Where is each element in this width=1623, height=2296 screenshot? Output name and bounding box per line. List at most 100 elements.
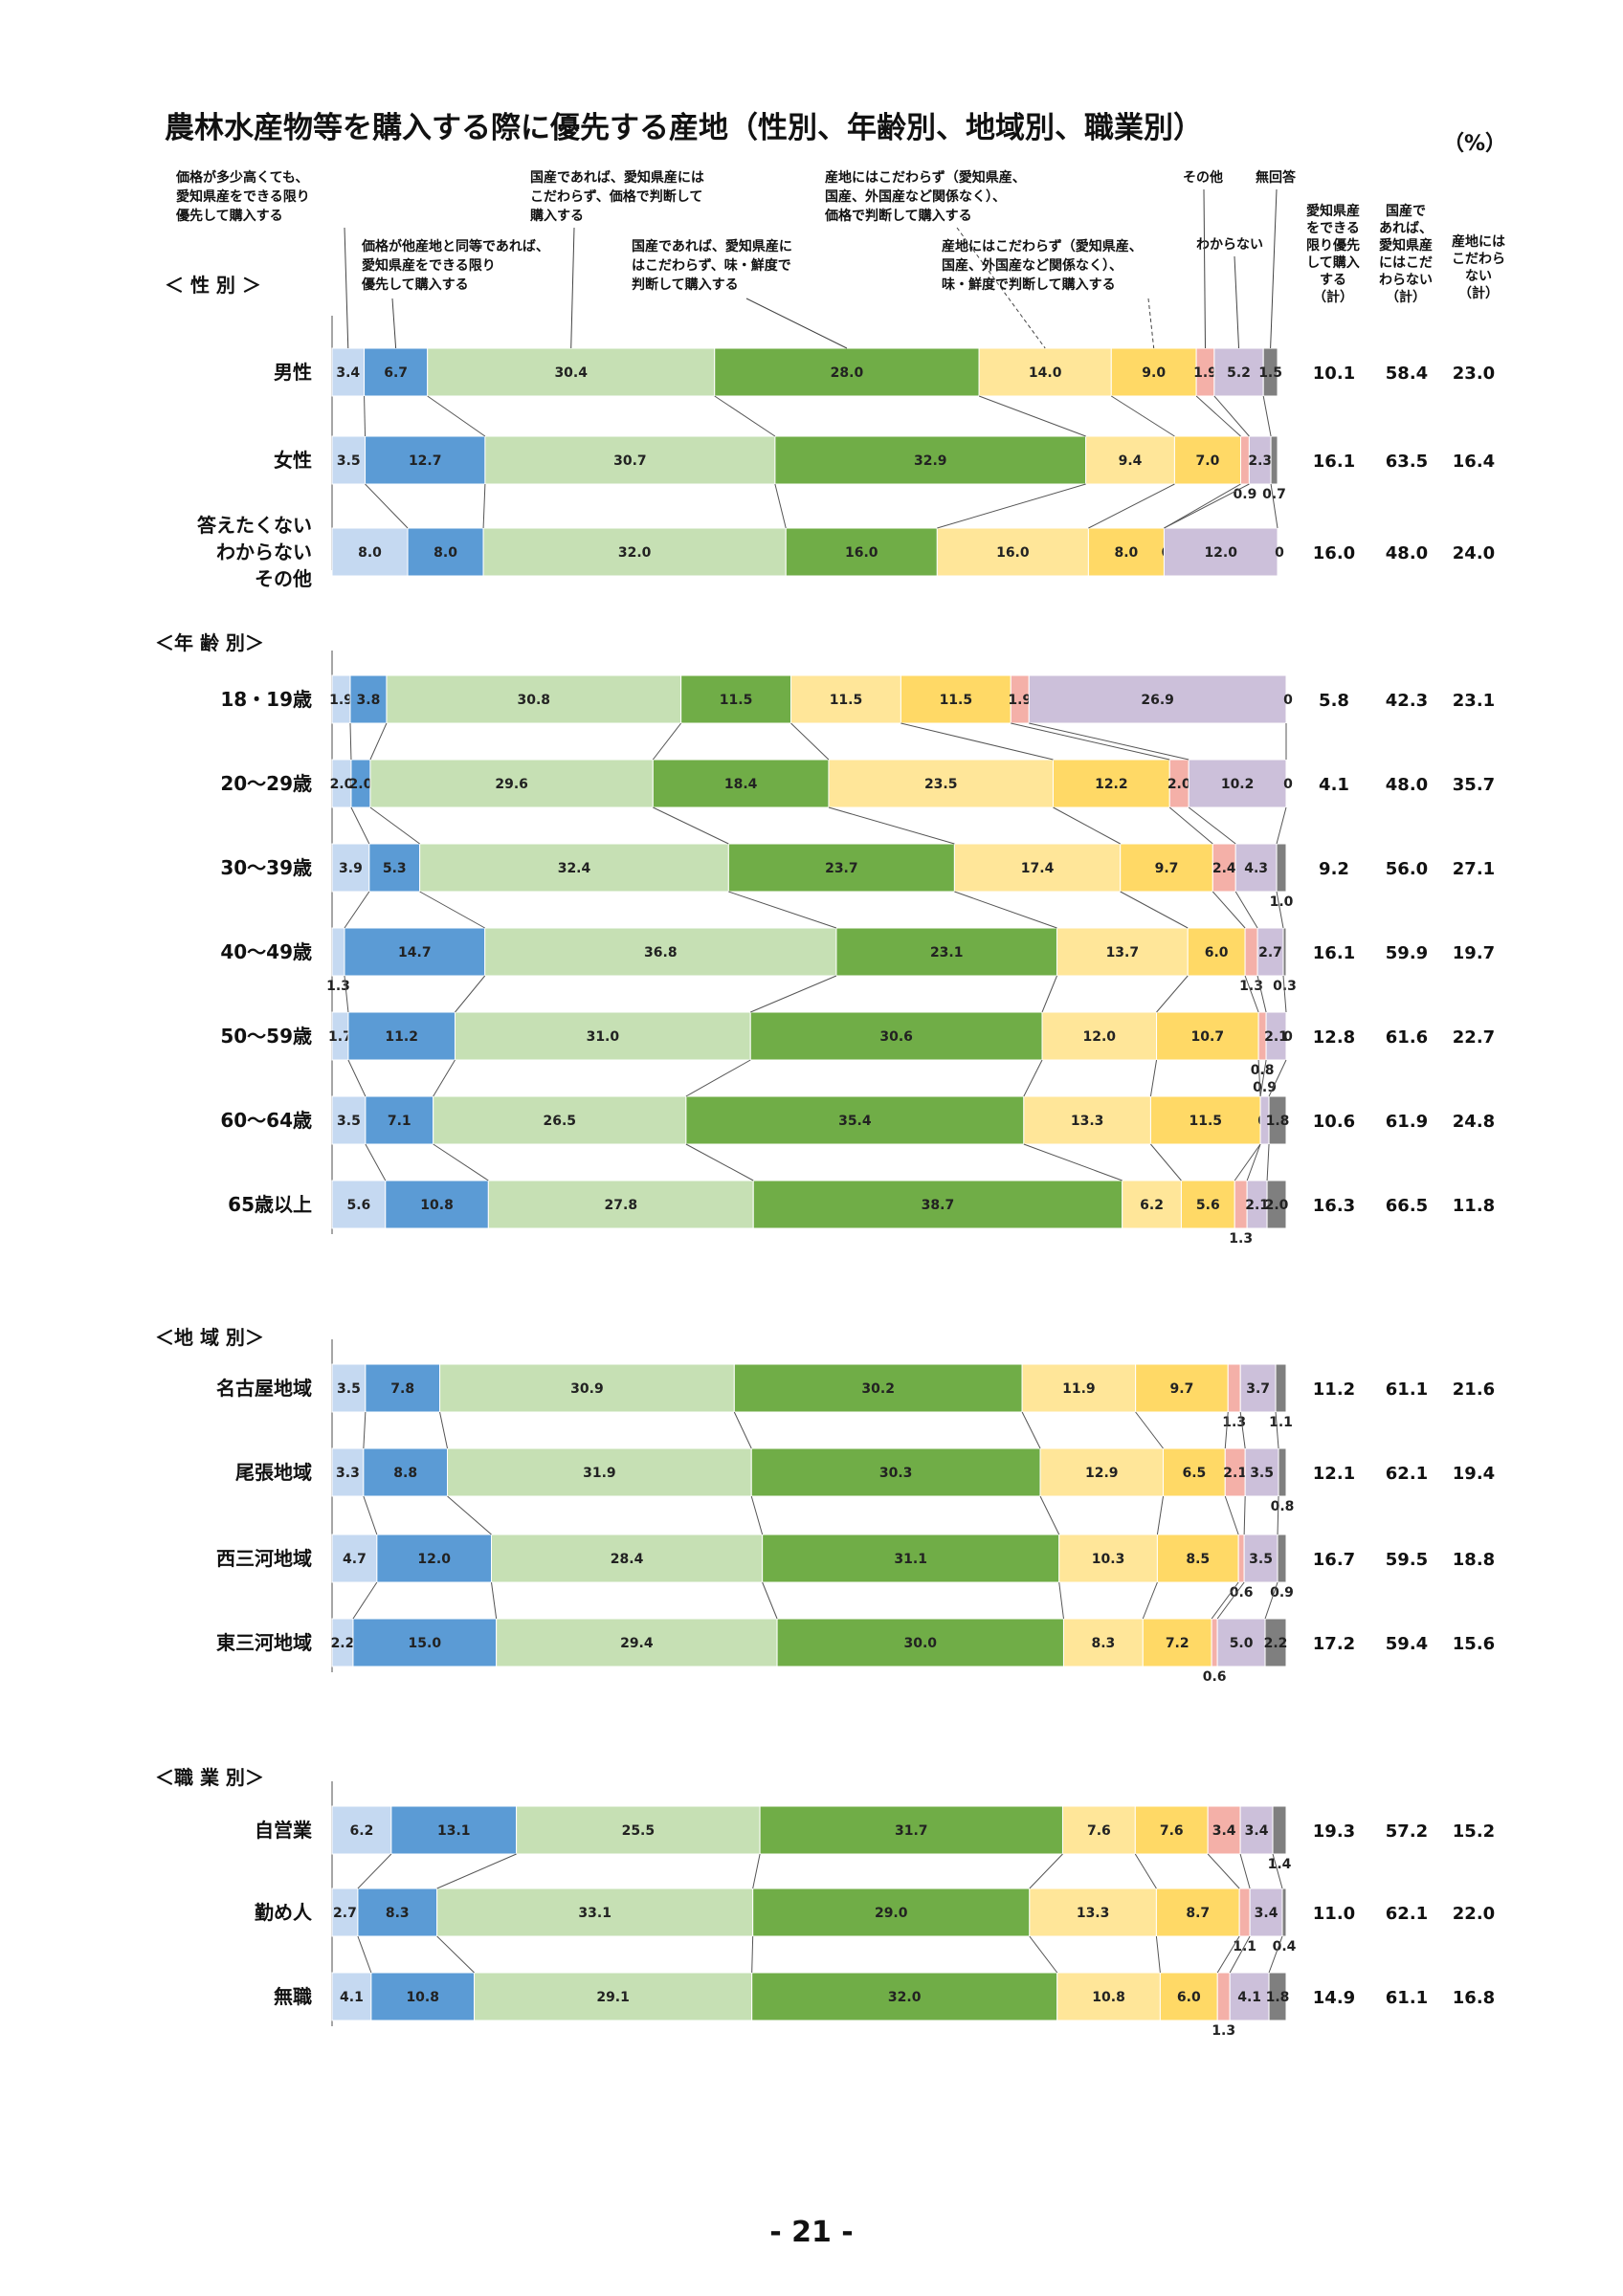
bar-segment xyxy=(433,1095,687,1145)
data-label: 6.5 xyxy=(1182,1466,1206,1481)
data-label: 2.0 xyxy=(1167,777,1191,792)
connector-line xyxy=(436,1853,517,1889)
total-value: 27.1 xyxy=(1453,859,1495,879)
data-label: 32.0 xyxy=(888,1990,922,2005)
connector-line xyxy=(369,722,388,761)
bar-segment xyxy=(1216,1972,1231,2021)
header-line: する xyxy=(1320,273,1346,288)
data-label: 6.0 xyxy=(1205,945,1229,960)
connector-line xyxy=(1011,722,1170,761)
bar-segment xyxy=(685,1095,1025,1145)
legend-series-8: わからない xyxy=(1196,237,1263,253)
header-line: （計） xyxy=(1458,286,1499,301)
section-label-region: ＜地 域 別＞ xyxy=(155,1326,264,1349)
legend-line: 味・鮮度で判断して購入する xyxy=(942,277,1116,293)
bar-segment xyxy=(1229,1972,1270,2021)
connector-line xyxy=(1257,1059,1261,1097)
bar-segment xyxy=(407,527,484,577)
page-number: - 21 - xyxy=(769,2216,854,2249)
data-label: 38.7 xyxy=(922,1198,955,1213)
data-label: 30.9 xyxy=(570,1381,604,1397)
legend-line: 優先して購入する xyxy=(362,277,469,293)
bar-segment xyxy=(349,674,388,724)
bar-segment xyxy=(1087,527,1165,577)
total-value: 12.8 xyxy=(1313,1027,1355,1048)
bar-segment xyxy=(1156,1534,1239,1583)
data-label: 8.0 xyxy=(434,545,457,561)
data-label: 9.7 xyxy=(1170,1381,1194,1397)
bar-segment xyxy=(1135,1363,1229,1413)
legend-line: 産地にはこだわらず（愛知県産、 xyxy=(942,239,1143,254)
legend-line: 愛知県産をできる限り xyxy=(176,189,310,205)
data-label: 32.0 xyxy=(618,545,652,561)
connector-line xyxy=(1224,1495,1239,1535)
connector-line xyxy=(1211,1581,1239,1620)
summary-header-prefer-aichi: 愛知県産 をできる 限り優先 して購入 する （計） xyxy=(1298,203,1368,306)
total-value: 48.0 xyxy=(1386,543,1428,563)
bar-segment xyxy=(439,1363,735,1413)
data-label: 3.5 xyxy=(337,453,361,469)
data-label: 28.4 xyxy=(611,1552,644,1567)
data-label: 12.0 xyxy=(1204,545,1237,561)
data-label: 26.9 xyxy=(1141,693,1174,708)
unit-label: （%） xyxy=(1443,132,1507,156)
connector-line xyxy=(350,806,370,845)
total-value: 16.1 xyxy=(1313,943,1355,963)
connector-line xyxy=(364,395,367,437)
total-value: 42.3 xyxy=(1386,691,1428,711)
connector-line xyxy=(714,395,776,437)
connector-line xyxy=(357,1935,372,1974)
data-label: 0 xyxy=(1283,693,1293,708)
connector-line xyxy=(1023,1059,1043,1097)
data-label: 3.5 xyxy=(1249,1552,1273,1567)
connector-line xyxy=(1272,1853,1283,1889)
data-label: 9.4 xyxy=(1119,453,1143,469)
total-value: 48.0 xyxy=(1386,775,1428,795)
bar-segment xyxy=(1268,1095,1287,1145)
data-label: 3.5 xyxy=(1250,1466,1274,1481)
data-label: 6.2 xyxy=(350,1823,374,1839)
data-label: 7.6 xyxy=(1087,1823,1111,1839)
connector-line xyxy=(1239,1853,1251,1889)
data-label: 2.1 xyxy=(1223,1466,1247,1481)
data-label: 1.4 xyxy=(1268,1857,1292,1872)
data-label: 2.1 xyxy=(1245,1198,1269,1213)
bar-segment xyxy=(490,1534,764,1583)
connector-line xyxy=(1207,1853,1240,1889)
data-label: 11.5 xyxy=(940,693,973,708)
data-label: 7.6 xyxy=(1160,1823,1184,1839)
data-label: 8.0 xyxy=(358,545,382,561)
data-label: 3.3 xyxy=(336,1466,360,1481)
data-label: 12.9 xyxy=(1085,1466,1119,1481)
total-value: 23.1 xyxy=(1453,691,1495,711)
total-value: 16.1 xyxy=(1313,452,1355,472)
bar-segment xyxy=(1180,1180,1235,1229)
data-label: 0 xyxy=(1283,1029,1293,1045)
data-label: 30.7 xyxy=(613,453,647,469)
data-label: 0 xyxy=(1275,545,1284,561)
summary-header-no-preference: 産地には こだわら ない （計） xyxy=(1443,233,1514,302)
data-label: 13.7 xyxy=(1106,945,1140,960)
legend-series-1: 価格が多少高くても、 愛知県産をできる限り 優先して購入する xyxy=(176,168,310,226)
row-label: 勤め人 xyxy=(255,1901,313,1924)
data-label: 10.7 xyxy=(1191,1029,1225,1045)
connector-line xyxy=(1195,395,1241,437)
data-label: 32.4 xyxy=(558,861,591,876)
header-line: 国産で xyxy=(1386,204,1426,219)
bar-segment xyxy=(1110,347,1197,397)
bar-segment xyxy=(390,1805,518,1855)
data-label: 23.5 xyxy=(924,777,958,792)
legend-line: 国産であれば、愛知県産に xyxy=(632,239,792,254)
connector-line xyxy=(762,1581,778,1620)
connector-line xyxy=(1256,975,1267,1013)
bar-segment xyxy=(1163,1447,1226,1497)
bar-segment xyxy=(1156,1011,1259,1061)
total-value: 16.4 xyxy=(1453,452,1495,472)
connector-line xyxy=(750,1495,764,1535)
total-value: 24.0 xyxy=(1453,543,1495,563)
bar-segment xyxy=(750,1447,1041,1497)
bar-segment xyxy=(1264,1618,1287,1667)
bar-segment xyxy=(953,843,1122,893)
connector-line xyxy=(1244,975,1259,1013)
bar-segment xyxy=(835,927,1057,977)
